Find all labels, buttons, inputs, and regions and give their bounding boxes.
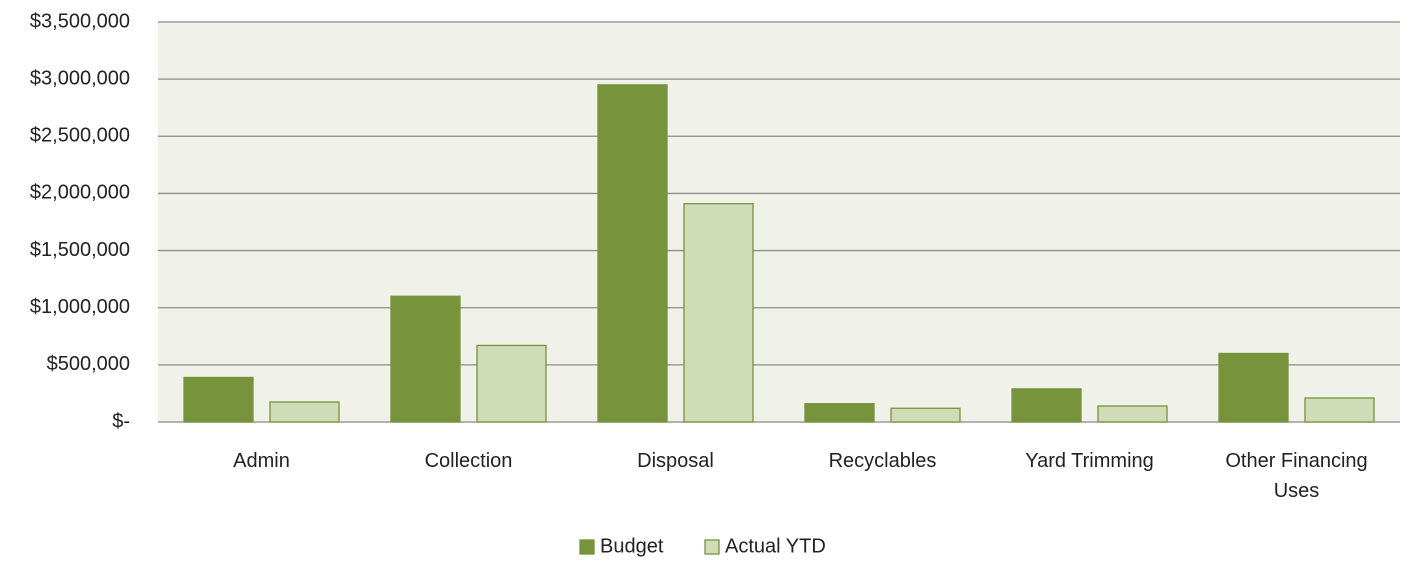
bar [269, 401, 340, 423]
bar [183, 376, 254, 423]
x-tick-label: Collection [424, 450, 513, 472]
bar [1011, 388, 1082, 423]
bar [597, 84, 668, 423]
y-tick-label: $- [112, 410, 130, 432]
bar [1304, 397, 1375, 423]
bar [390, 295, 461, 423]
legend-label: Budget [600, 535, 664, 557]
bar [683, 203, 754, 423]
y-tick-label: $3,500,000 [30, 10, 130, 32]
y-tick-label: $3,000,000 [30, 67, 130, 89]
legend-swatch [579, 539, 595, 555]
y-tick-label: $1,500,000 [30, 239, 130, 261]
bar [804, 403, 875, 423]
bar [1218, 352, 1289, 423]
bar [1097, 405, 1168, 423]
x-tick-label: Disposal [637, 450, 714, 472]
legend-swatch [704, 539, 720, 555]
plot-area [158, 22, 1400, 422]
x-tick-label: Yard Trimming [1025, 450, 1154, 472]
y-tick-label: $2,500,000 [30, 125, 130, 147]
y-tick-label: $2,000,000 [30, 182, 130, 204]
y-tick-label: $1,000,000 [30, 296, 130, 318]
x-tick-label: Other Financing Uses [1225, 450, 1368, 502]
x-tick-label: Admin [233, 450, 290, 472]
x-tick-label: Recyclables [828, 450, 937, 472]
bar [890, 407, 961, 423]
y-tick-label: $500,000 [47, 353, 130, 375]
legend-label: Actual YTD [725, 535, 826, 557]
bar [476, 344, 547, 423]
